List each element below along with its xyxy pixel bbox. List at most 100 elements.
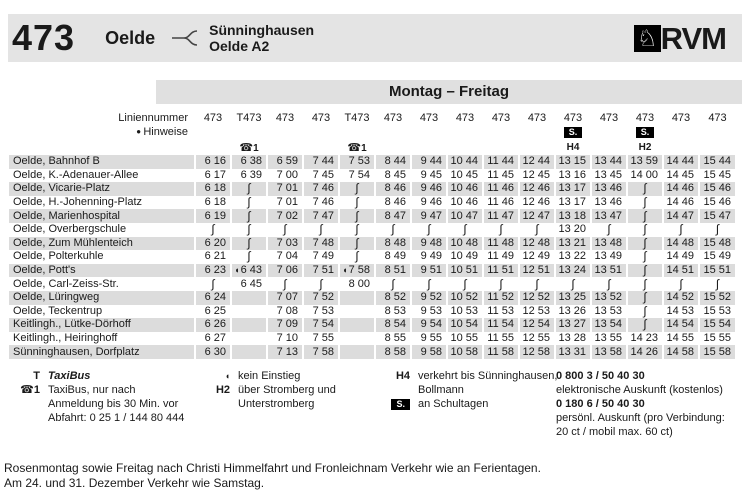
time-cell: 13 46 [590, 182, 627, 196]
time-cell: 7 46 [302, 182, 339, 196]
skip-stop-icon: ∫ [626, 305, 663, 319]
time-cell: 12 46 [518, 195, 555, 210]
stop-row: Oelde, Polterkuhle 6 21 ∫ 7 04 7 49 ∫ 8 49 9 49… [9, 250, 735, 264]
empty-cell [338, 345, 375, 359]
time-cell: 6 23 [194, 263, 231, 278]
time-cell: 8 49 [374, 250, 411, 264]
time-cell: 10 48 [446, 236, 483, 251]
stop-name: Sünninghausen, Dorfplatz [9, 345, 195, 359]
time-cell: 11 52 [482, 290, 519, 305]
empty-cell [338, 290, 375, 305]
destination-1: Sünninghausen [209, 22, 315, 38]
footer-line-1: Rosenmontag sowie Freitag nach Christi H… [4, 460, 541, 475]
skip-stop-icon: ∫ [590, 277, 627, 291]
time-cell: 13 18 [554, 209, 591, 223]
time-cell: 6 45 [230, 277, 267, 291]
time-cell: 9 45 [410, 168, 447, 183]
skip-stop-icon: ∫ [518, 277, 555, 291]
empty-cell [230, 290, 267, 305]
empty-cell [230, 345, 267, 359]
no-boarding-icon: ◖ [342, 265, 348, 276]
skip-stop-icon: ∫ [374, 277, 411, 291]
time-cell: 13 46 [590, 195, 627, 210]
time-cell: 14 51 [662, 263, 699, 278]
h2-text: über Stromberg und Unterstromberg [238, 383, 336, 410]
skip-stop-icon: ∫ [374, 223, 411, 237]
column-header-8: 473 [446, 110, 483, 155]
stop-row: Oelde, Carl-Zeiss-Str. ∫ 6 45 ∫ ∫ 8 00 ∫ ∫ ∫ ∫ ∫ ∫ ∫… [9, 277, 735, 291]
skip-stop-icon: ∫ [230, 209, 267, 223]
time-cell: 6 18 [194, 195, 231, 210]
column-header-7: 473 [410, 110, 447, 155]
stop-name: Oelde, Pott's [9, 263, 195, 278]
stop-name: Keitlingh., Lütke-Dörhoff [9, 318, 195, 332]
skip-stop-icon: ∫ [590, 223, 627, 237]
time-cell: 12 54 [518, 318, 555, 332]
column-header-3: 473 [266, 110, 303, 155]
skip-stop-icon: ∫ [626, 291, 663, 305]
time-cell: 13 54 [590, 318, 627, 332]
time-cell: 6 21 [194, 250, 231, 264]
time-cell: 6 16 [194, 155, 231, 169]
time-cell: 10 44 [446, 155, 483, 169]
column-header-1: 473 [194, 110, 231, 155]
footer-line-2: Am 24. und 31. Dezember Verkehr wie Sams… [4, 475, 265, 490]
skip-stop-icon: ∫ [266, 277, 303, 291]
stop-row: Oelde, Pott's 6 23 ◖6 43 7 06 7 51 ◖7 58 8 51 9… [9, 264, 735, 278]
skip-stop-icon: ∫ [266, 223, 303, 237]
stop-row: Oelde, Vicarie-Platz 6 18 ∫ 7 01 7 46 ∫ 8 46 9 … [9, 182, 735, 196]
column-header-5: T473 ☎1 [338, 110, 375, 155]
skip-stop-icon: ∫ [230, 182, 267, 196]
time-cell: 7 02 [266, 209, 303, 223]
line-number: 473 [383, 112, 403, 124]
time-cell: 9 54 [410, 318, 447, 332]
skip-stop-icon: ∫ [302, 223, 339, 237]
time-cell: 13 44 [590, 155, 627, 169]
time-cell: 6 24 [194, 290, 231, 305]
skip-stop-icon: ∫ [626, 250, 663, 264]
skip-stop-icon: ∫ [410, 277, 447, 291]
time-cell: 10 54 [446, 318, 483, 332]
column-header-9: 473 [482, 110, 519, 155]
time-cell: 14 00 [626, 168, 663, 183]
time-cell: 13 51 [590, 263, 627, 278]
time-cell: 8 58 [374, 345, 411, 359]
skip-stop-icon: ∫ [410, 223, 447, 237]
time-cell: 14 23 [626, 331, 663, 346]
time-cell: 11 54 [482, 318, 519, 332]
time-cell: 7 03 [266, 236, 303, 251]
time-cell: 7 48 [302, 236, 339, 251]
time-cell: 15 52 [698, 290, 735, 305]
time-cell: 14 55 [662, 331, 699, 346]
time-cell: 10 52 [446, 290, 483, 305]
time-cell: 10 45 [446, 168, 483, 183]
empty-cell [230, 331, 267, 346]
time-cell: 8 47 [374, 209, 411, 223]
school-days-label: an Schultagen [418, 397, 489, 410]
time-cell: 14 44 [662, 155, 699, 169]
horse-icon: ♘ [633, 24, 661, 52]
time-cell: 7 01 [266, 182, 303, 196]
time-cell: 8 48 [374, 236, 411, 251]
line-number: 473 [635, 112, 655, 124]
time-cell: 15 58 [698, 345, 735, 359]
taxibus-label: TaxiBus [48, 369, 91, 382]
time-cell: 6 30 [194, 345, 231, 359]
h4-symbol: H4 [395, 369, 410, 382]
stop-name: Oelde, Marienhospital [9, 209, 195, 223]
time-cell: 11 58 [482, 345, 519, 359]
stop-name: Oelde, Teckentrup [13, 304, 103, 317]
time-cell: 13 31 [554, 345, 591, 359]
time-cell: 9 46 [410, 195, 447, 210]
stop-name: Oelde, Polterkuhle [13, 250, 104, 263]
time-cell: 7 44 [302, 155, 339, 169]
legend-col-hints: H4 verkehrt bis Sünninghausen, Bollmann … [384, 369, 557, 411]
time-cell: 13 27 [554, 318, 591, 332]
time-cell: 13 47 [590, 209, 627, 223]
time-cell: 13 48 [590, 236, 627, 251]
time-cell: 6 19 [194, 209, 231, 223]
stop-name: Oelde, Lüringweg [9, 290, 195, 305]
time-cell: 6 17 [194, 168, 231, 183]
phone-icon: ☎1 [239, 142, 259, 154]
